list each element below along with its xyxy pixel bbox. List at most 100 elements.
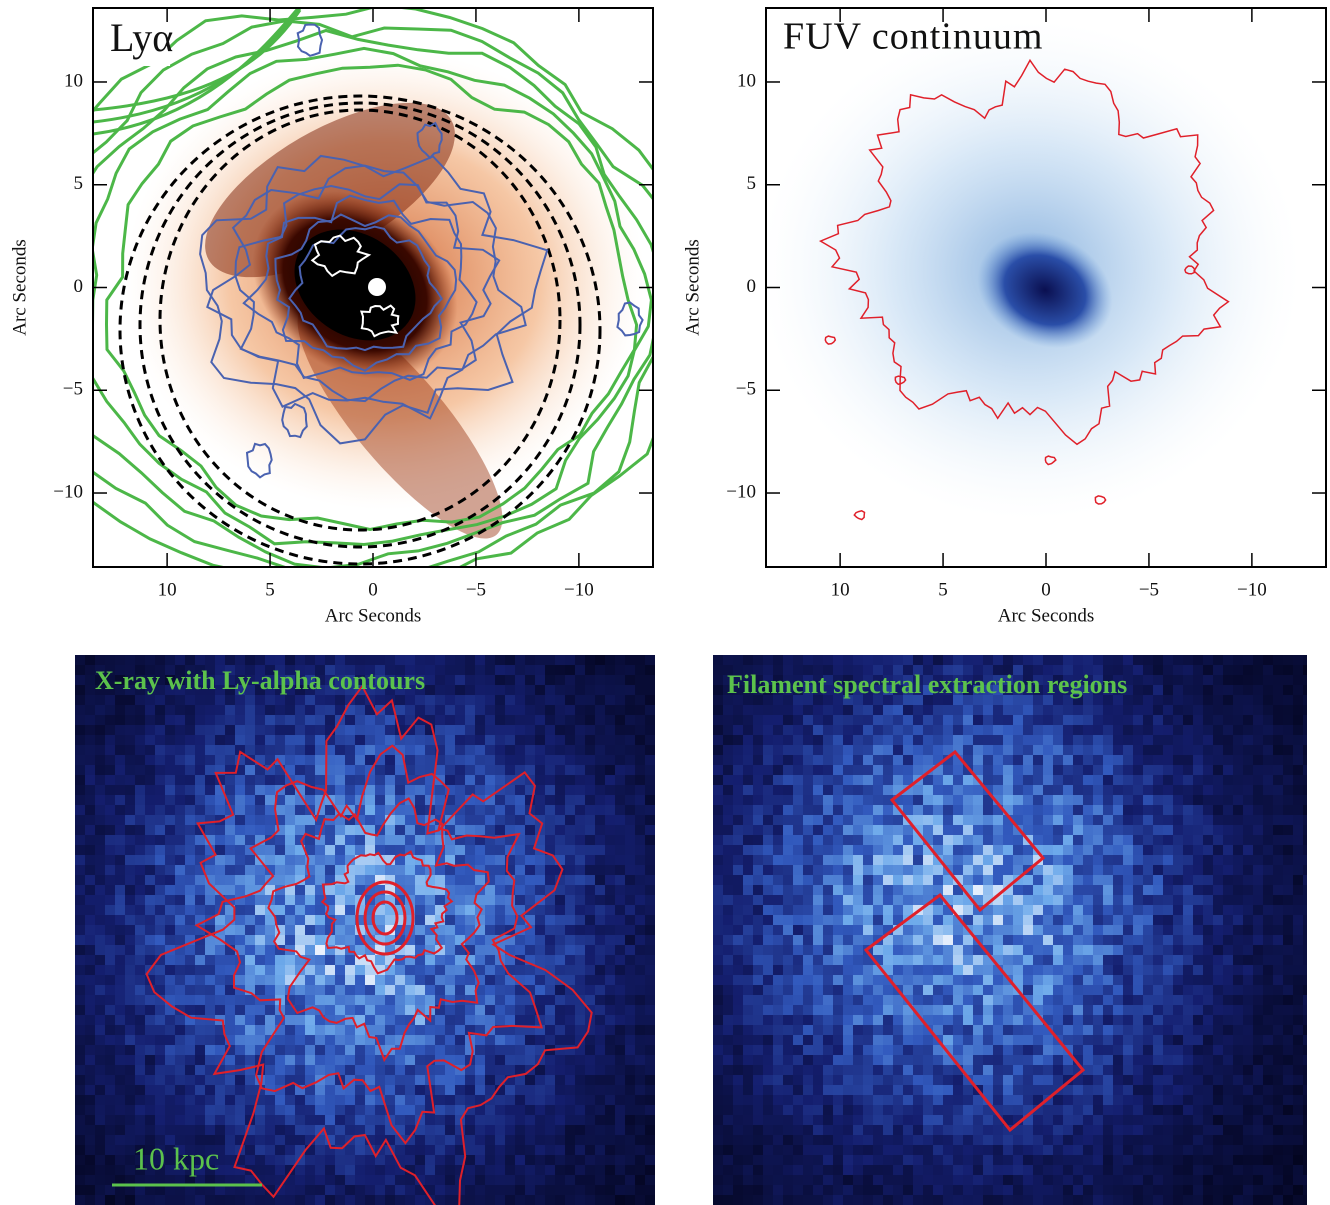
xray-pixel	[1133, 895, 1143, 905]
xray-pixel	[963, 945, 973, 955]
xray-pixel	[485, 1165, 495, 1175]
xray-pixel	[445, 835, 455, 845]
xray-pixel	[455, 945, 465, 955]
xray-pixel	[763, 685, 773, 695]
xray-pixel	[1203, 825, 1213, 835]
xray-pixel	[255, 715, 265, 725]
xray-pixel	[1053, 665, 1063, 675]
xray-pixel	[315, 1135, 325, 1145]
xray-pixel	[783, 695, 793, 705]
xray-pixel	[823, 815, 833, 825]
xray-pixel	[983, 795, 993, 805]
xray-pixel	[445, 785, 455, 795]
xray-pixel	[315, 975, 325, 985]
xray-pixel	[883, 945, 893, 955]
xray-pixel	[1083, 715, 1093, 725]
xray-pixel	[1113, 715, 1123, 725]
xray-pixel	[375, 905, 385, 915]
xray-pixel	[1023, 655, 1033, 665]
xray-pixel	[1063, 725, 1073, 735]
xray-pixel	[1053, 935, 1063, 945]
xray-pixel	[833, 665, 843, 675]
xray-pixel	[793, 735, 803, 745]
xray-pixel	[515, 1155, 525, 1165]
xray-pixel	[445, 1155, 455, 1165]
xray-pixel	[305, 855, 315, 865]
xray-pixel	[645, 695, 655, 705]
xray-pixel	[175, 1135, 185, 1145]
xray-pixel	[1223, 935, 1233, 945]
xray-pixel	[335, 725, 345, 735]
xray-pixel	[495, 845, 505, 855]
xray-pixel	[1273, 875, 1283, 885]
xray-pixel	[565, 855, 575, 865]
xray-pixel	[365, 1075, 375, 1085]
xray-pixel	[963, 915, 973, 925]
xray-pixel	[315, 745, 325, 755]
xray-pixel	[823, 705, 833, 715]
xray-pixel	[445, 1075, 455, 1085]
xray-pixel	[105, 995, 115, 1005]
xray-pixel	[605, 1185, 615, 1195]
xray-pixel	[285, 885, 295, 895]
xray-pixel	[1193, 935, 1203, 945]
xray-pixel	[415, 1145, 425, 1155]
xray-pixel	[325, 735, 335, 745]
xray-pixel	[455, 1125, 465, 1135]
xray-pixel	[1203, 885, 1213, 895]
xray-pixel	[525, 895, 535, 905]
xray-pixel	[105, 965, 115, 975]
xray-pixel	[645, 655, 655, 665]
xray-pixel	[883, 925, 893, 935]
xray-pixel	[295, 905, 305, 915]
xray-pixel	[1173, 735, 1183, 745]
xray-pixel	[175, 715, 185, 725]
xray-pixel	[405, 1125, 415, 1135]
xray-pixel	[195, 1045, 205, 1055]
xray-pixel	[335, 1165, 345, 1175]
xray-pixel	[195, 975, 205, 985]
xray-pixel	[625, 895, 635, 905]
xray-pixel	[963, 745, 973, 755]
xray-pixel	[245, 1055, 255, 1065]
xray-pixel	[385, 1065, 395, 1075]
xray-pixel	[833, 895, 843, 905]
xray-pixel	[225, 755, 235, 765]
xray-pixel	[95, 795, 105, 805]
xray-pixel	[215, 1125, 225, 1135]
xray-pixel	[535, 895, 545, 905]
xray-pixel	[335, 1065, 345, 1075]
xray-pixel	[185, 915, 195, 925]
xray-pixel	[793, 895, 803, 905]
xray-pixel	[555, 715, 565, 725]
xray-pixel	[125, 795, 135, 805]
xray-pixel	[1123, 915, 1133, 925]
xray-pixel	[255, 795, 265, 805]
xray-pixel	[763, 725, 773, 735]
xray-pixel	[1143, 845, 1153, 855]
xray-pixel	[485, 785, 495, 795]
xray-pixel	[933, 705, 943, 715]
xray-pixel	[645, 765, 655, 775]
xray-pixel	[595, 765, 605, 775]
xray-pixel	[535, 725, 545, 735]
xray-pixel	[903, 785, 913, 795]
xray-pixel	[525, 1095, 535, 1105]
xray-pixel	[455, 995, 465, 1005]
xray-pixel	[565, 1175, 575, 1185]
xray-pixel	[903, 765, 913, 775]
xray-pixel	[405, 945, 415, 955]
xray-pixel	[475, 1125, 485, 1135]
xray-pixel	[145, 935, 155, 945]
xray-pixel	[993, 815, 1003, 825]
xray-pixel	[465, 685, 475, 695]
xray-pixel	[225, 1035, 235, 1045]
xray-pixel	[385, 1165, 395, 1175]
xray-pixel	[733, 775, 743, 785]
xray-pixel	[1193, 745, 1203, 755]
xray-pixel	[375, 1035, 385, 1045]
xray-pixel	[355, 1035, 365, 1045]
xray-pixel	[95, 765, 105, 775]
xray-pixel	[545, 925, 555, 935]
xray-pixel	[555, 895, 565, 905]
